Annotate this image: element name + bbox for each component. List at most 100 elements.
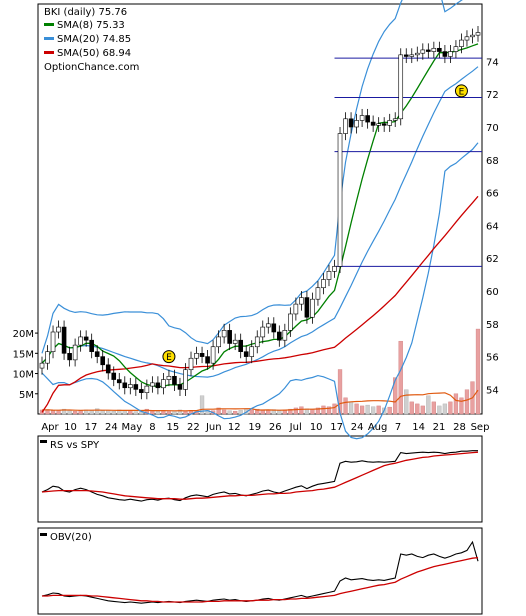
x-tick-label: 14 bbox=[412, 422, 425, 433]
volume-bar bbox=[111, 410, 116, 415]
candle-body bbox=[133, 384, 139, 390]
candle-body bbox=[420, 49, 426, 54]
legend-sma50: SMA(50) 68.94 bbox=[57, 48, 131, 59]
legend: BKI (daily) 75.76 SMA(8) 75.33 SMA(20) 7… bbox=[44, 7, 139, 73]
candle-body bbox=[139, 389, 144, 393]
candle-body bbox=[448, 51, 453, 57]
volume-bar bbox=[100, 410, 105, 415]
volume-bar bbox=[288, 408, 293, 415]
candle-body bbox=[464, 36, 470, 41]
candle-body bbox=[56, 326, 61, 333]
candle-body bbox=[304, 297, 310, 318]
earnings-marker-icon bbox=[454, 84, 468, 98]
volume-bar bbox=[122, 410, 127, 415]
volume-bar bbox=[183, 410, 188, 415]
x-tick-label: 10 bbox=[310, 422, 323, 433]
volume-bar bbox=[155, 410, 161, 415]
volume-bar bbox=[238, 410, 243, 415]
volume-bar bbox=[293, 407, 299, 415]
x-tick-label: 7 bbox=[395, 422, 401, 433]
volume-bar bbox=[61, 408, 67, 415]
volume-tick-label: 5M bbox=[19, 390, 34, 401]
candle-body bbox=[293, 303, 299, 315]
volume-bar bbox=[95, 408, 100, 415]
lower-band-line bbox=[41, 142, 479, 440]
rs-label: RS vs SPY bbox=[50, 440, 100, 451]
volume-bar bbox=[299, 406, 304, 415]
volume-bar bbox=[227, 410, 232, 415]
volume-bar bbox=[78, 410, 83, 415]
y-tick-label: 58 bbox=[486, 320, 499, 331]
obv-label: OBV(20) bbox=[50, 532, 92, 543]
candle-body bbox=[67, 353, 72, 361]
obv-panel bbox=[41, 540, 479, 604]
candle-body bbox=[161, 379, 166, 389]
rs-panel bbox=[41, 450, 479, 502]
candle-body bbox=[265, 323, 271, 328]
price-panel-frame bbox=[37, 3, 483, 415]
volume-bar bbox=[277, 410, 282, 415]
candle-body bbox=[442, 51, 448, 57]
candle-body bbox=[155, 382, 161, 389]
volume-bar bbox=[144, 408, 149, 415]
candle-body bbox=[277, 331, 282, 341]
candle-body bbox=[210, 346, 216, 364]
candle-body bbox=[205, 356, 210, 364]
volume-bar bbox=[415, 403, 420, 415]
volume-bar bbox=[371, 406, 376, 415]
candle-body bbox=[72, 344, 78, 361]
volume-bar bbox=[475, 328, 481, 415]
volume-bar bbox=[453, 393, 459, 415]
volume-bar bbox=[442, 403, 448, 415]
candle-body bbox=[144, 385, 150, 393]
candle-body bbox=[221, 330, 227, 338]
candle-body bbox=[116, 379, 122, 384]
candle-body bbox=[348, 118, 354, 128]
candle-body bbox=[437, 47, 442, 52]
x-tick-label: Jun bbox=[205, 422, 222, 433]
volume-bar bbox=[221, 409, 227, 415]
candle-body bbox=[243, 351, 249, 357]
candle-body bbox=[271, 323, 277, 333]
volume-bar bbox=[365, 404, 370, 415]
volume-bar bbox=[420, 405, 425, 415]
candle-body bbox=[216, 336, 221, 348]
candle-body bbox=[227, 330, 232, 344]
volume-bar bbox=[199, 395, 205, 415]
candle-body bbox=[166, 375, 172, 380]
candle-body bbox=[381, 123, 387, 126]
obv-legend: OBV(20) bbox=[40, 532, 92, 543]
candle-body bbox=[337, 133, 343, 267]
candle-body bbox=[326, 271, 332, 280]
candle-body bbox=[387, 120, 392, 126]
x-tick-label: 19 bbox=[248, 422, 261, 433]
volume-bar bbox=[315, 407, 321, 415]
candle-body bbox=[376, 123, 381, 126]
candle-body bbox=[94, 351, 100, 357]
candle-body bbox=[459, 39, 464, 47]
volume-bar bbox=[387, 406, 392, 415]
volume-bar bbox=[255, 408, 260, 415]
candle-body bbox=[288, 313, 293, 331]
candle-body bbox=[238, 339, 243, 352]
candle-body bbox=[100, 356, 106, 366]
candle-body bbox=[194, 353, 199, 359]
y-tick-label: 64 bbox=[486, 221, 499, 232]
x-tick-label: Aug bbox=[368, 422, 388, 433]
candle-body bbox=[183, 369, 188, 390]
candle-body bbox=[128, 384, 133, 389]
volume-bar bbox=[343, 397, 348, 415]
volume-tick-label: 15M bbox=[13, 349, 34, 360]
volume-tick-label: 10M bbox=[13, 370, 34, 381]
y-tick-label: 70 bbox=[486, 123, 499, 134]
chart-title: BKI (daily) 75.76 bbox=[44, 7, 127, 18]
candle-body bbox=[39, 362, 45, 369]
legend-swatch-sma20 bbox=[44, 37, 54, 40]
candle-body bbox=[89, 339, 94, 352]
legend-swatch-sma50 bbox=[44, 51, 54, 54]
indicator-line bbox=[41, 450, 478, 502]
x-tick-label: Jul bbox=[289, 422, 302, 433]
candle-body bbox=[426, 49, 431, 52]
candle-body bbox=[370, 121, 376, 126]
